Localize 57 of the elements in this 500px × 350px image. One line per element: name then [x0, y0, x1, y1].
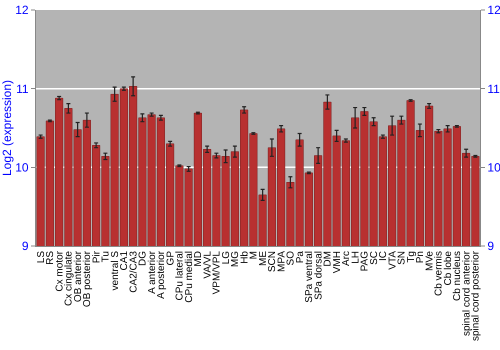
x-tick-label: A anterior — [146, 250, 158, 294]
x-tick-label: Cx cingulate — [64, 250, 75, 306]
x-tick-label: CPu lateral — [174, 251, 186, 300]
x-tick-label: spinal cord anterior — [461, 250, 472, 336]
x-tick-label: Tg — [406, 251, 417, 263]
x-tick-label: M — [248, 251, 260, 260]
x-tick-label: CA1 — [119, 250, 130, 270]
x-tick-label: Pa — [294, 250, 306, 264]
x-tick-label: RS — [45, 250, 56, 265]
x-tick-label: Cb nucleus — [452, 251, 464, 302]
y-tick-label: 9 — [22, 239, 29, 254]
x-tick-label: Pir — [91, 250, 102, 264]
x-tick-label: LH — [350, 251, 362, 264]
x-tick-label: SCN — [267, 251, 278, 272]
x-tick-label: Arc — [341, 251, 352, 266]
x-tick-label: ME — [258, 250, 269, 266]
x-tick-label: CPu medial — [184, 251, 195, 303]
x-tick-label: CA2/CA3 — [128, 250, 140, 293]
x-tick-label: DG — [138, 250, 149, 266]
y2-tick-label: 12 — [487, 3, 500, 18]
x-tick-label: Cx motor — [54, 250, 66, 292]
x-tick-label: VTA — [387, 250, 398, 270]
x-tick-label: VA/VL — [202, 250, 214, 279]
x-tick-label: MD — [193, 251, 204, 267]
y-tick-label: 10 — [15, 160, 29, 175]
x-tick-label: MPA — [276, 250, 288, 272]
x-tick-label: SN — [396, 251, 408, 265]
x-tick-label: LG — [220, 250, 232, 264]
x-tick-label: VMH — [332, 251, 343, 274]
x-tick-label: Tu — [100, 251, 112, 262]
y-tick-label: 12 — [15, 3, 29, 18]
x-tick-label: MG — [230, 250, 242, 268]
x-tick-label: PAG — [360, 250, 371, 272]
y2-tick-label: 11 — [487, 82, 500, 96]
x-tick-label: SPa ventral — [304, 251, 316, 303]
x-tick-label: OB posterior — [82, 250, 94, 308]
x-tick-label: OB anterior — [72, 250, 84, 302]
x-tick-label: GP — [165, 250, 176, 266]
x-tick-label: Pn — [415, 251, 426, 264]
x-tick-label: VPM/VPL — [212, 250, 223, 294]
x-tick-label: MVe — [424, 250, 436, 272]
y-tick-label: 11 — [16, 82, 29, 96]
x-tick-label: Cb lobe — [442, 250, 454, 286]
x-tick-label: LS — [36, 250, 47, 264]
x-tick-label: A posterior — [156, 250, 168, 299]
x-tick-label: IC — [378, 251, 390, 261]
x-tick-label: ventral S — [110, 250, 121, 290]
x-tick-label: spinal cord posterior — [470, 250, 482, 342]
x-tick-label: SO — [286, 250, 297, 266]
y-axis-title: Log2 (expression) — [0, 80, 14, 176]
y2-tick-label: 10 — [487, 160, 500, 175]
x-tick-label: SC — [368, 251, 380, 265]
x-tick-label: Cb vermis — [434, 251, 445, 296]
x-tick-label: DM — [322, 251, 334, 267]
x-tick-label: Hb — [239, 250, 250, 264]
x-tick-label: SPa dorsal — [313, 251, 324, 300]
y2-tick-label: 9 — [487, 239, 494, 254]
